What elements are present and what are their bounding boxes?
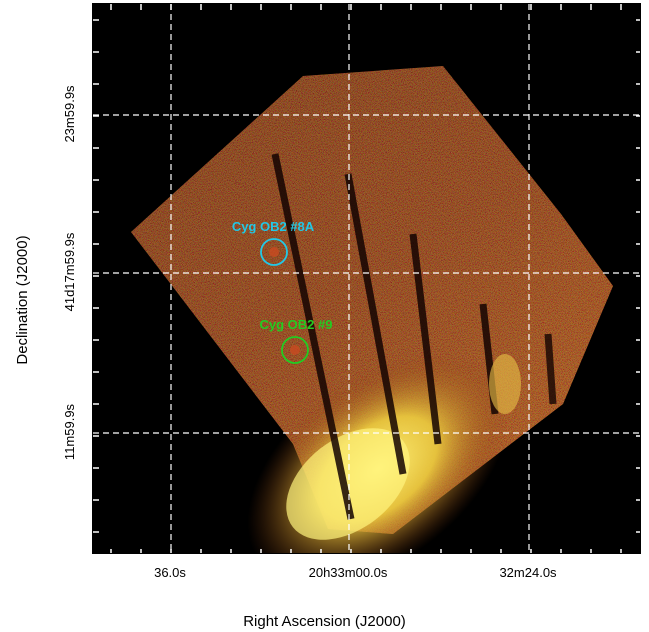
x-axis-title: Right Ascension (J2000) [243,613,406,630]
axis-ticks [93,4,640,553]
xray-image-panel: Cyg OB2 #8A Cyg OB2 #9 [92,3,641,554]
coordinate-grid [93,4,640,553]
source-cyg-ob2-8a [269,247,279,257]
x-tick-label-20h33m00s: 20h33m00.0s [308,565,388,580]
source-circle-cyg-ob2-9 [281,336,309,364]
y-tick-label-11m59s: 11m59.9s [62,403,77,461]
source-cyg-ob2-9 [290,345,300,355]
label-cyg-ob2-8a: Cyg OB2 #8A [232,219,315,234]
label-cyg-ob2-9: Cyg OB2 #9 [260,317,333,332]
x-tick-label-36s: 36.0s [154,565,186,580]
y-axis-title: Declination (J2000) [14,235,31,365]
source-circle-cyg-ob2-8a [260,238,288,266]
y-tick-label-23m59s: 23m59.9s [62,85,77,143]
detector-field [131,66,613,553]
xray-image: Cyg OB2 #8A Cyg OB2 #9 [93,4,640,553]
x-tick-label-32m24s: 32m24.0s [499,565,557,580]
y-tick-label-41d17m59s: 41d17m59.9s [62,232,77,312]
